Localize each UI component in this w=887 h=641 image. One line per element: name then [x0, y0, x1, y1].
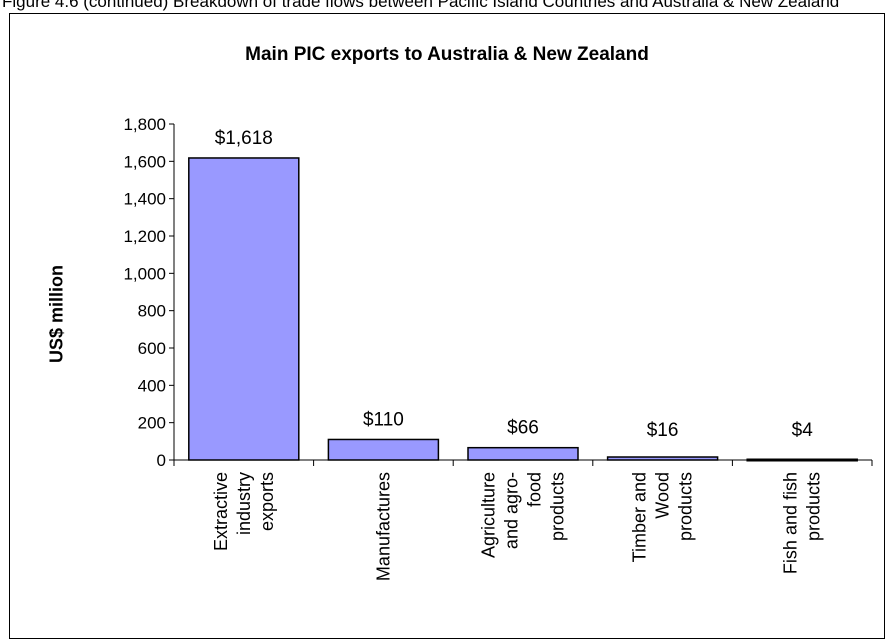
bar-1 — [327, 438, 440, 461]
bar-chart-plot: 0 200 400 600 800 1,000 1,200 1,400 1,600 1,800 $1… — [123, 115, 873, 581]
category-label-line: Agriculture — [479, 472, 499, 558]
y-tick-label: 400 — [138, 376, 166, 395]
category-label-line: Wood — [653, 472, 673, 519]
category-label-2: Agriculture and agro-food products — [479, 472, 568, 558]
category-label-line: food — [525, 472, 545, 507]
bar-2 — [467, 446, 579, 461]
y-tick-label: 0 — [157, 451, 166, 470]
y-tick-label: 800 — [138, 302, 166, 321]
category-label-line: products — [676, 472, 696, 541]
data-label-4: $4 — [792, 420, 814, 441]
category-label-line: exports — [257, 472, 277, 531]
data-label-3: $16 — [647, 420, 679, 441]
bar-3 — [606, 456, 719, 461]
y-tick-label: 1,600 — [123, 152, 166, 171]
category-label-1: Manufactures — [373, 472, 393, 581]
y-tick-label: 1,800 — [123, 115, 166, 134]
category-label-line: and agro- — [502, 472, 522, 549]
chart-frame: Main PIC exports to Australia & New Zeal… — [9, 13, 885, 639]
data-label-0: $1,618 — [215, 128, 273, 149]
category-label-line: Manufactures — [373, 472, 393, 581]
category-label-line: Fish and fish — [781, 472, 801, 574]
data-label-1: $110 — [363, 409, 404, 430]
category-label-line: Timber and — [630, 472, 650, 562]
y-tick-label: 1,200 — [123, 227, 166, 246]
category-label-line: products — [548, 472, 568, 541]
y-tick-label: 1,000 — [123, 264, 166, 283]
bar-0 — [188, 157, 300, 461]
y-tick-label: 200 — [138, 414, 166, 433]
chart-title: Main PIC exports to Australia & New Zeal… — [245, 44, 649, 65]
y-tick-label: 600 — [138, 339, 166, 358]
figure-caption: Figure 4.6 (continued) Breakdown of trad… — [2, 0, 840, 11]
category-label-line: industry — [234, 472, 254, 535]
category-label-3: Timber and Wood products — [630, 472, 696, 562]
category-label-0: Extractive industry exports — [211, 472, 277, 551]
category-label-line: Extractive — [211, 472, 231, 551]
y-tick-label: 1,400 — [123, 190, 166, 209]
bar-4 — [746, 458, 858, 462]
category-label-4: Fish and fish products — [781, 472, 824, 574]
data-label-2: $66 — [507, 418, 539, 439]
category-label-line: products — [804, 472, 824, 541]
